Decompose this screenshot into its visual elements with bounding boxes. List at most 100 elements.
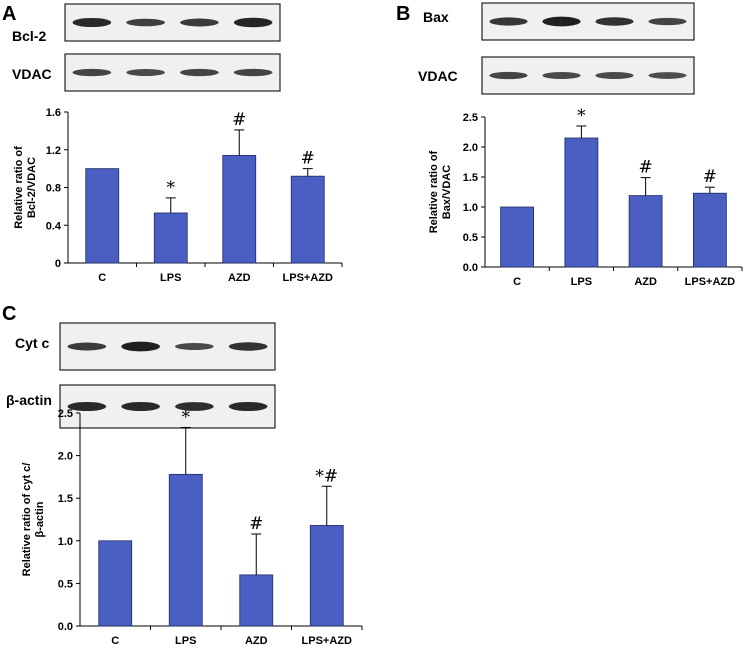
bar-azd bbox=[239, 574, 274, 627]
y-tick-label: 0.8 bbox=[46, 183, 61, 195]
x-tick-label: LPS+AZD bbox=[283, 272, 333, 284]
y-tick-label: 1.6 bbox=[46, 107, 61, 119]
y-tick-label: 2.0 bbox=[58, 451, 73, 463]
x-tick-label: LPS+AZD bbox=[685, 276, 735, 288]
blot-band bbox=[648, 72, 687, 79]
y-tick-label: 1.5 bbox=[463, 172, 478, 184]
panel-letter-b: B bbox=[396, 3, 410, 25]
y-tick-label: 2.0 bbox=[463, 142, 478, 154]
blot-cytc-bands bbox=[67, 341, 268, 352]
blot-vdac-b-bands bbox=[489, 71, 687, 80]
x-tick-label: C bbox=[98, 272, 106, 284]
bar-lps-azd bbox=[290, 175, 325, 264]
blot-label-bcl2: Bcl-2 bbox=[12, 28, 46, 44]
y-axis-title-line2: Bax/VDAC bbox=[441, 165, 453, 219]
bar-azd bbox=[628, 195, 663, 268]
y-tick-label: 2.5 bbox=[463, 112, 478, 124]
blot-band bbox=[233, 17, 273, 28]
y-axis-title-line2: β-actin bbox=[34, 501, 46, 537]
blot-beta-actin-bands bbox=[67, 401, 268, 412]
y-tick-label: 0.5 bbox=[58, 578, 73, 590]
blot-band bbox=[489, 17, 528, 26]
panel-letter-a: A bbox=[2, 3, 16, 25]
x-tick-label: LPS bbox=[160, 272, 181, 284]
blot-band bbox=[67, 401, 107, 412]
significance-marker: # bbox=[249, 514, 263, 534]
y-tick-label: 2.5 bbox=[58, 408, 73, 420]
bar-lps-azd bbox=[309, 525, 344, 627]
significance-marker: # bbox=[232, 110, 246, 130]
y-tick-label: 1.0 bbox=[463, 202, 478, 214]
x-tick-label: AZD bbox=[634, 276, 657, 288]
panel-b: B Bax VDAC 0.0 0.5 1.0 1.5 2.0 2.5 C * LPS # AZD # L… bbox=[396, 2, 743, 288]
chart-bax-vdac: 0.0 0.5 1.0 1.5 2.0 2.5 C * LPS # AZD # LPS+AZD Relat… bbox=[428, 106, 743, 288]
blot-bax-bands bbox=[489, 16, 687, 27]
panel-c: C Cyt c β-actin 0.0 0.5 1.0 1.5 2.0 2.5 C * LPS #… bbox=[2, 303, 363, 646]
blot-band bbox=[228, 401, 268, 412]
blot-band bbox=[121, 401, 160, 412]
x-tick-label: AZD bbox=[245, 635, 268, 646]
y-axis-title-line1: Relative ratio of cyt c/ bbox=[21, 463, 33, 577]
chart-bcl2-vdac: 0 0.4 0.8 1.2 1.6 C * LPS # AZD # LPS+AZD Relative r… bbox=[13, 107, 343, 284]
blot-band bbox=[175, 402, 214, 411]
blot-label-bax: Bax bbox=[423, 9, 449, 25]
blot-band bbox=[542, 72, 581, 79]
x-tick-label: AZD bbox=[228, 272, 251, 284]
blot-band bbox=[233, 68, 273, 77]
blot-band bbox=[180, 68, 219, 77]
blot-label-vdac-b: VDAC bbox=[418, 68, 458, 84]
blot-band bbox=[126, 69, 165, 76]
x-tick-label: LPS bbox=[175, 635, 196, 646]
x-tick-label: C bbox=[513, 276, 521, 288]
blot-band bbox=[648, 17, 687, 26]
y-tick-label: 0.5 bbox=[463, 232, 478, 244]
blot-band bbox=[175, 343, 214, 350]
chart-cytc-beta-actin: 0.0 0.5 1.0 1.5 2.0 2.5 C * LPS # AZD *# LPS+AZD Rela… bbox=[21, 407, 363, 646]
y-tick-label: 1.5 bbox=[58, 493, 73, 505]
blot-label-cytc: Cyt c bbox=[15, 335, 49, 351]
y-tick-label: 0.4 bbox=[46, 220, 62, 232]
blot-band bbox=[542, 16, 581, 27]
blot-label-beta-actin: β-actin bbox=[6, 392, 52, 408]
bar-azd bbox=[222, 155, 257, 264]
bar-lps bbox=[564, 137, 599, 268]
y-axis-title-line1: Relative ratio of bbox=[13, 146, 25, 229]
y-tick-label: 0.0 bbox=[58, 621, 73, 633]
bar-lps bbox=[153, 212, 188, 264]
x-tick-label: LPS+AZD bbox=[302, 635, 352, 646]
blot-band bbox=[67, 342, 107, 351]
bar-c bbox=[98, 540, 133, 627]
significance-marker: # bbox=[639, 158, 653, 178]
significance-marker: # bbox=[703, 167, 717, 187]
panel-letter-c: C bbox=[2, 303, 16, 325]
blot-band bbox=[126, 18, 165, 27]
y-tick-label: 1.0 bbox=[58, 536, 73, 548]
bar-lps-azd bbox=[692, 192, 727, 268]
bar-c bbox=[85, 168, 120, 264]
blot-band bbox=[180, 18, 219, 27]
y-tick-label: 0 bbox=[55, 258, 61, 270]
significance-marker: * bbox=[577, 106, 586, 126]
blot-vdac-a-bands bbox=[72, 68, 273, 77]
blot-band bbox=[595, 17, 634, 26]
y-tick-label: 0.0 bbox=[463, 262, 478, 274]
significance-marker: * bbox=[167, 178, 176, 198]
y-axis-title-line1: Relative ratio of bbox=[428, 150, 440, 233]
y-axis-title-line2: Bcl-2/VDAC bbox=[26, 157, 38, 218]
bar-c bbox=[500, 206, 535, 268]
blot-band bbox=[121, 341, 160, 352]
blot-band bbox=[595, 72, 634, 79]
panel-a: A Bcl-2 VDAC 0 0.4 0.8 1.2 1.6 C * LPS # AZD # LPS+… bbox=[2, 3, 343, 284]
significance-marker: # bbox=[301, 149, 315, 169]
x-tick-label: LPS bbox=[571, 276, 592, 288]
significance-marker: * bbox=[182, 407, 191, 427]
x-tick-label: C bbox=[111, 635, 119, 646]
blot-label-vdac-a: VDAC bbox=[12, 66, 52, 82]
bar-lps bbox=[168, 473, 203, 627]
blot-band bbox=[228, 342, 268, 351]
blot-band bbox=[72, 17, 112, 28]
significance-marker: *# bbox=[315, 466, 338, 486]
blot-bcl2-bands bbox=[72, 17, 273, 28]
blot-band bbox=[72, 68, 112, 77]
